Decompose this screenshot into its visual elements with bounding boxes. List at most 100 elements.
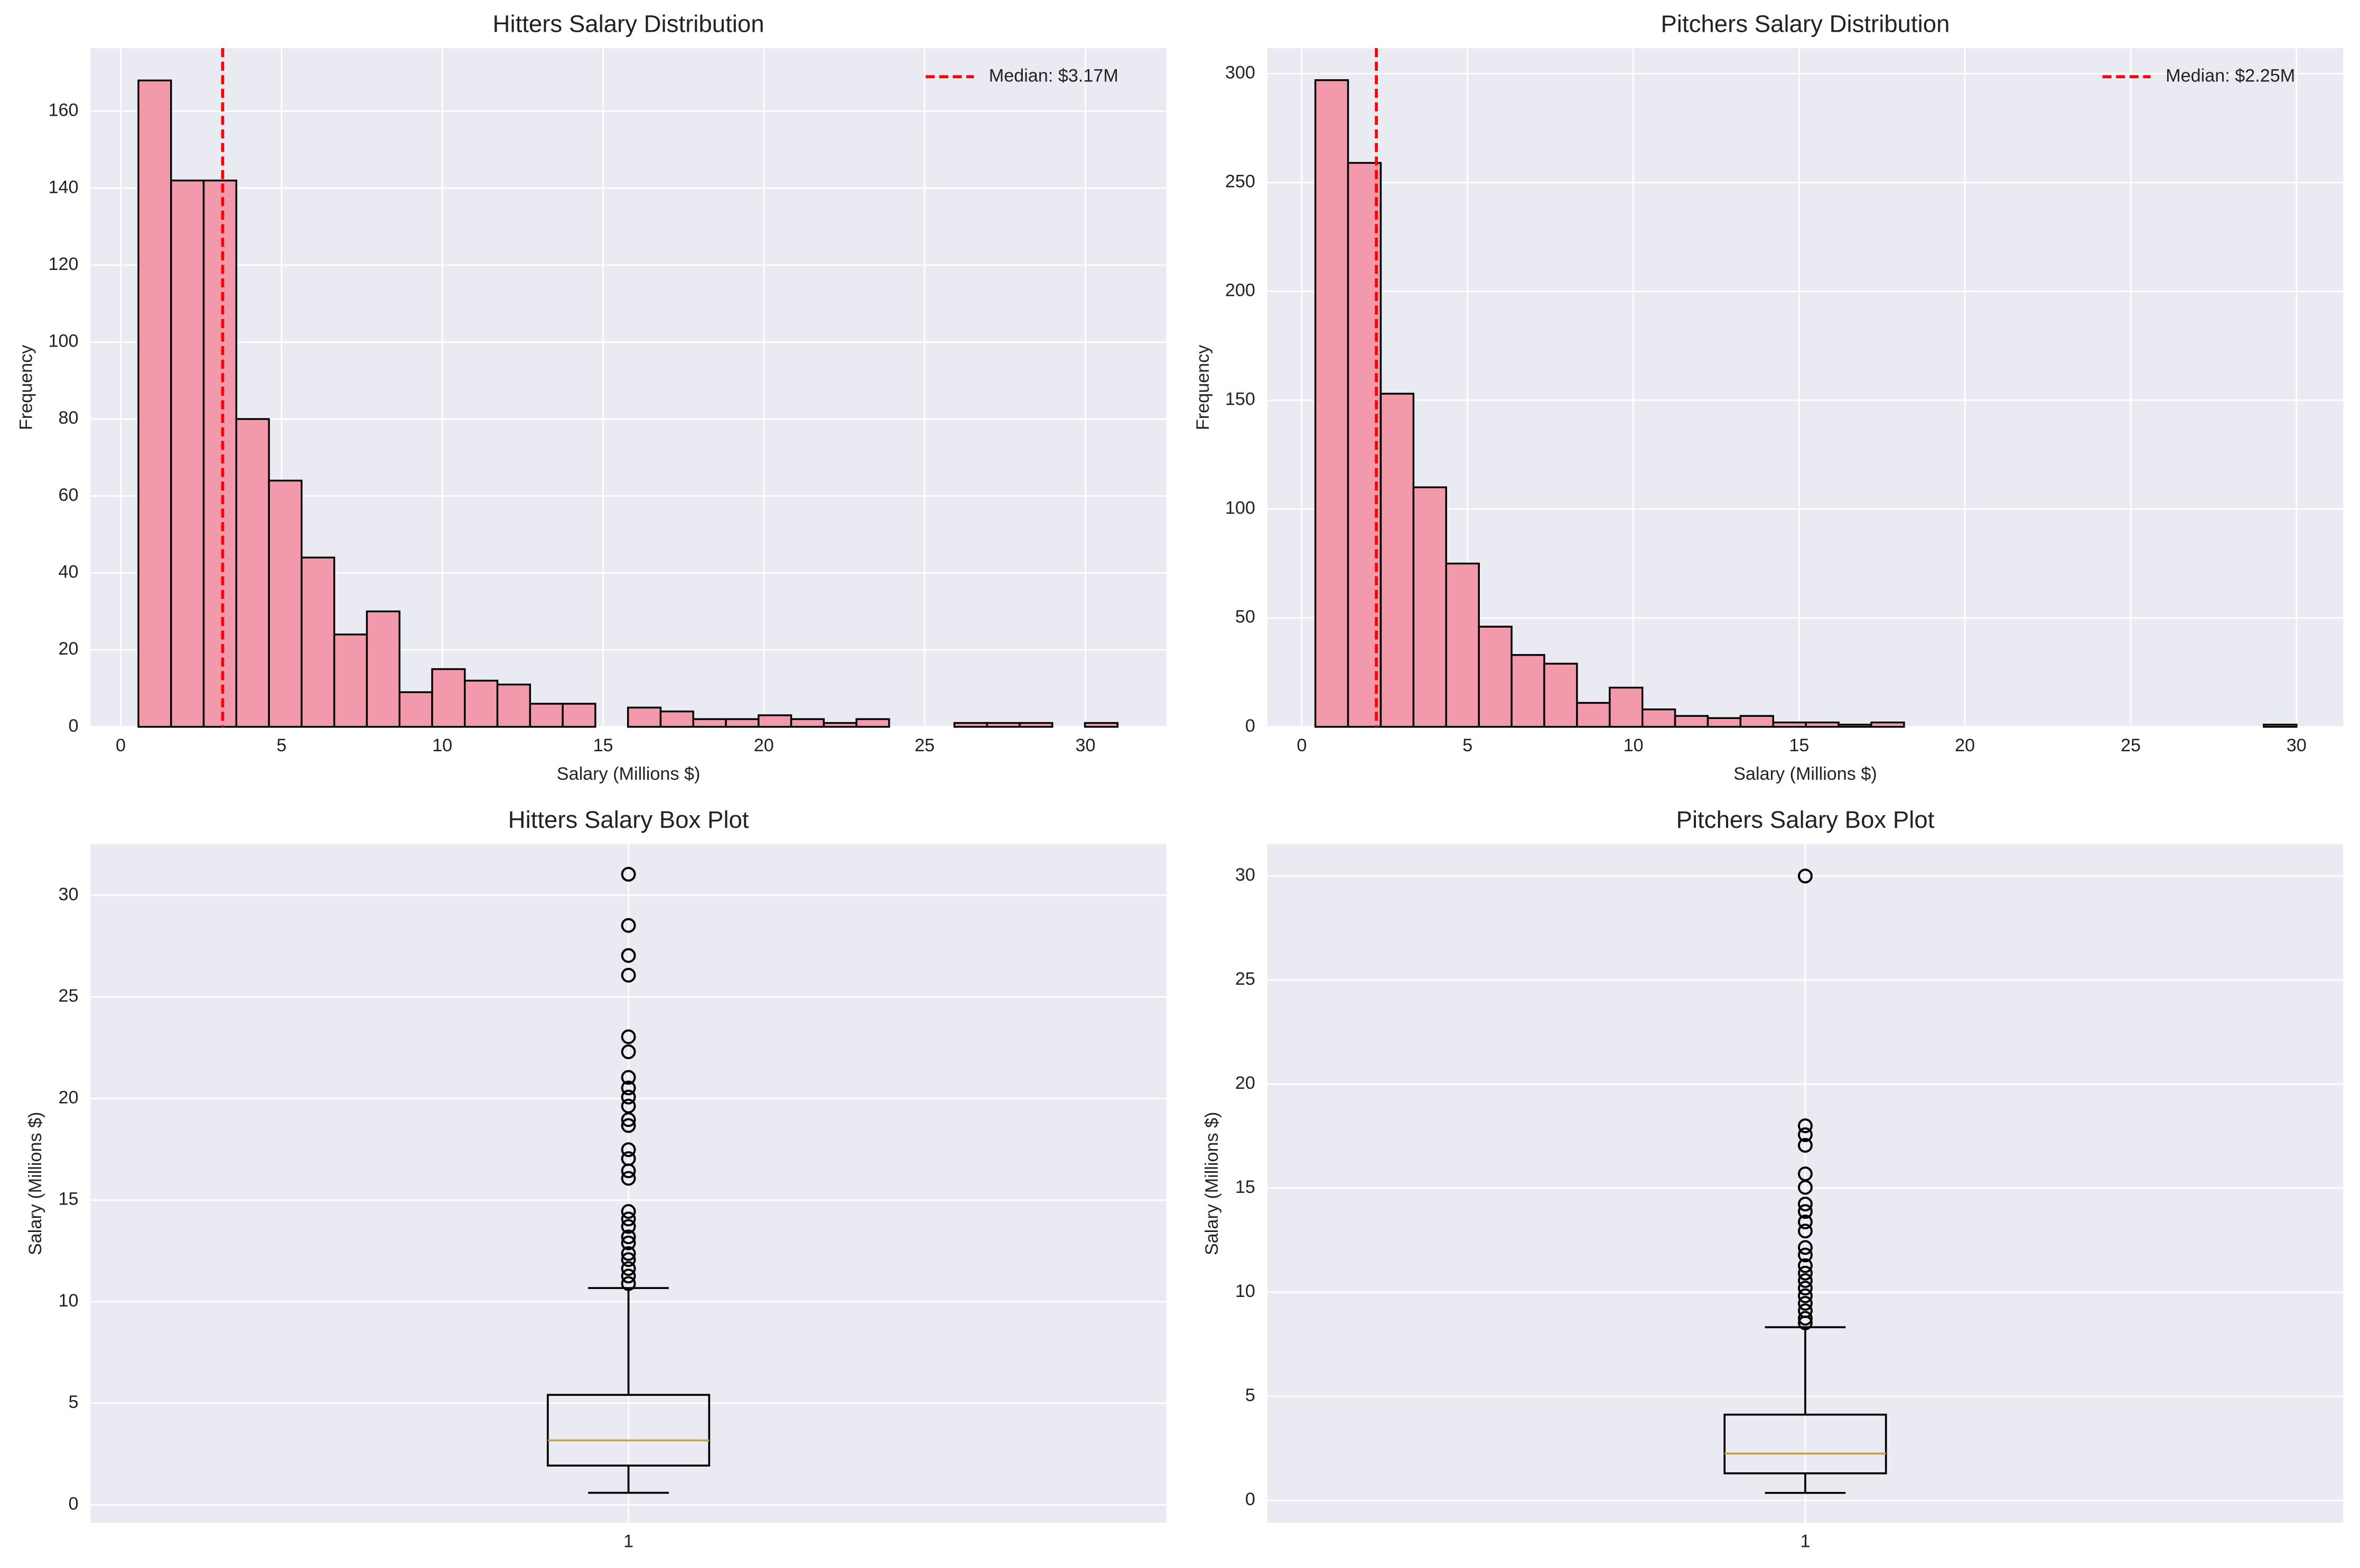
bar — [202, 179, 238, 728]
x-tick-label: 15 — [593, 735, 613, 755]
outlier — [621, 1142, 636, 1158]
outlier — [1798, 1127, 1813, 1142]
bar — [627, 706, 662, 728]
legend-label: Median: $2.25M — [2166, 66, 2295, 86]
bar — [1478, 626, 1513, 728]
outlier — [621, 1268, 636, 1284]
bar — [1739, 715, 1775, 728]
outlier — [1798, 1288, 1813, 1303]
y-axis-label: Salary (Millions $) — [1202, 1112, 1222, 1255]
x-tick-label: 10 — [432, 735, 452, 755]
outlier — [621, 1089, 636, 1105]
outlier — [1798, 1258, 1813, 1273]
bar — [953, 722, 988, 728]
outlier — [621, 1261, 636, 1276]
bar — [431, 668, 466, 728]
y-tick-label: 50 — [1235, 607, 1255, 627]
bar — [1576, 702, 1611, 728]
y-tick-label: 25 — [58, 986, 78, 1006]
bar — [333, 633, 368, 728]
bar — [170, 179, 205, 728]
x-tick-label: 1 — [1800, 1532, 1810, 1552]
x-axis-label: Salary (Millions $) — [1733, 764, 1877, 784]
bar — [1837, 723, 1872, 728]
subplot: Hitters Salary Box Plot Salary (Millions … — [25, 806, 1167, 1552]
bar — [1543, 662, 1578, 728]
y-tick-label: 15 — [58, 1189, 78, 1209]
y-tick-label: 60 — [58, 485, 78, 505]
chart-title: Hitters Salary Distribution — [493, 10, 764, 37]
y-tick-label: 25 — [1235, 969, 1255, 989]
x-tick-label: 1 — [623, 1532, 633, 1552]
outlier — [1798, 1204, 1813, 1219]
y-tick-label: 15 — [1235, 1177, 1255, 1197]
x-axis-label: Salary (Millions $) — [557, 764, 701, 784]
legend-label: Median: $3.17M — [989, 66, 1118, 86]
outlier — [1798, 1273, 1813, 1288]
outlier — [1798, 1265, 1813, 1281]
outlier — [621, 1246, 636, 1261]
bar — [659, 710, 694, 728]
y-tick-label: 250 — [1225, 171, 1255, 191]
x-tick-label: 15 — [1789, 735, 1809, 755]
outlier — [1798, 1295, 1813, 1311]
y-tick-label: 5 — [1245, 1385, 1255, 1405]
outlier — [621, 1070, 636, 1085]
outlier — [1798, 1311, 1813, 1326]
bar — [1674, 715, 1709, 728]
outlier — [621, 1204, 636, 1219]
bar — [235, 418, 270, 728]
bar — [1706, 717, 1742, 728]
bar — [725, 718, 760, 728]
outlier — [621, 967, 636, 983]
y-tick-label: 140 — [48, 177, 78, 197]
x-tick-label: 30 — [1075, 735, 1095, 755]
outlier — [1798, 1247, 1813, 1263]
bar — [855, 718, 890, 728]
subplot: Pitchers Salary Box Plot Salary (Millions… — [1202, 806, 2344, 1552]
box — [1723, 1413, 1887, 1474]
outlier — [621, 1252, 636, 1267]
y-tick-label: 20 — [1235, 1073, 1255, 1093]
y-axis-label: Salary (Millions $) — [25, 1112, 45, 1255]
outlier — [621, 866, 636, 882]
x-tick-label: 20 — [754, 735, 774, 755]
y-tick-label: 0 — [68, 716, 78, 736]
y-tick-label: 100 — [1225, 498, 1255, 518]
bar — [1641, 708, 1676, 728]
bar — [692, 718, 727, 728]
chart-title: Pitchers Salary Distribution — [1661, 10, 1950, 37]
bar — [1510, 654, 1545, 728]
x-tick-label: 20 — [1955, 735, 1975, 755]
outlier — [1798, 1315, 1813, 1330]
outlier — [621, 1163, 636, 1179]
outlier — [621, 1112, 636, 1127]
bar — [1772, 721, 1807, 728]
bar — [464, 679, 499, 728]
x-tick-label: 5 — [1462, 735, 1472, 755]
outlier — [621, 918, 636, 933]
y-tick-label: 10 — [58, 1291, 78, 1311]
bar — [529, 703, 564, 728]
bar — [986, 722, 1021, 728]
chart-title: Hitters Salary Box Plot — [508, 806, 749, 833]
outlier — [1798, 1240, 1813, 1255]
bar — [137, 79, 172, 728]
outlier — [621, 1235, 636, 1250]
bar — [2263, 723, 2298, 728]
outlier — [1798, 1224, 1813, 1239]
bar — [398, 691, 433, 728]
outlier — [1798, 1197, 1813, 1212]
bar — [790, 718, 825, 728]
bar — [301, 556, 335, 728]
bar — [1870, 721, 1905, 728]
subplot: Pitchers Salary Distribution Salary (Mill… — [1193, 10, 2344, 784]
x-tick-label: 25 — [915, 735, 935, 755]
y-tick-label: 120 — [48, 254, 78, 274]
outlier — [1798, 1214, 1813, 1229]
bar — [1314, 79, 1349, 728]
x-tick-label: 30 — [2287, 735, 2307, 755]
outlier — [621, 1044, 636, 1059]
outlier — [621, 1211, 636, 1227]
